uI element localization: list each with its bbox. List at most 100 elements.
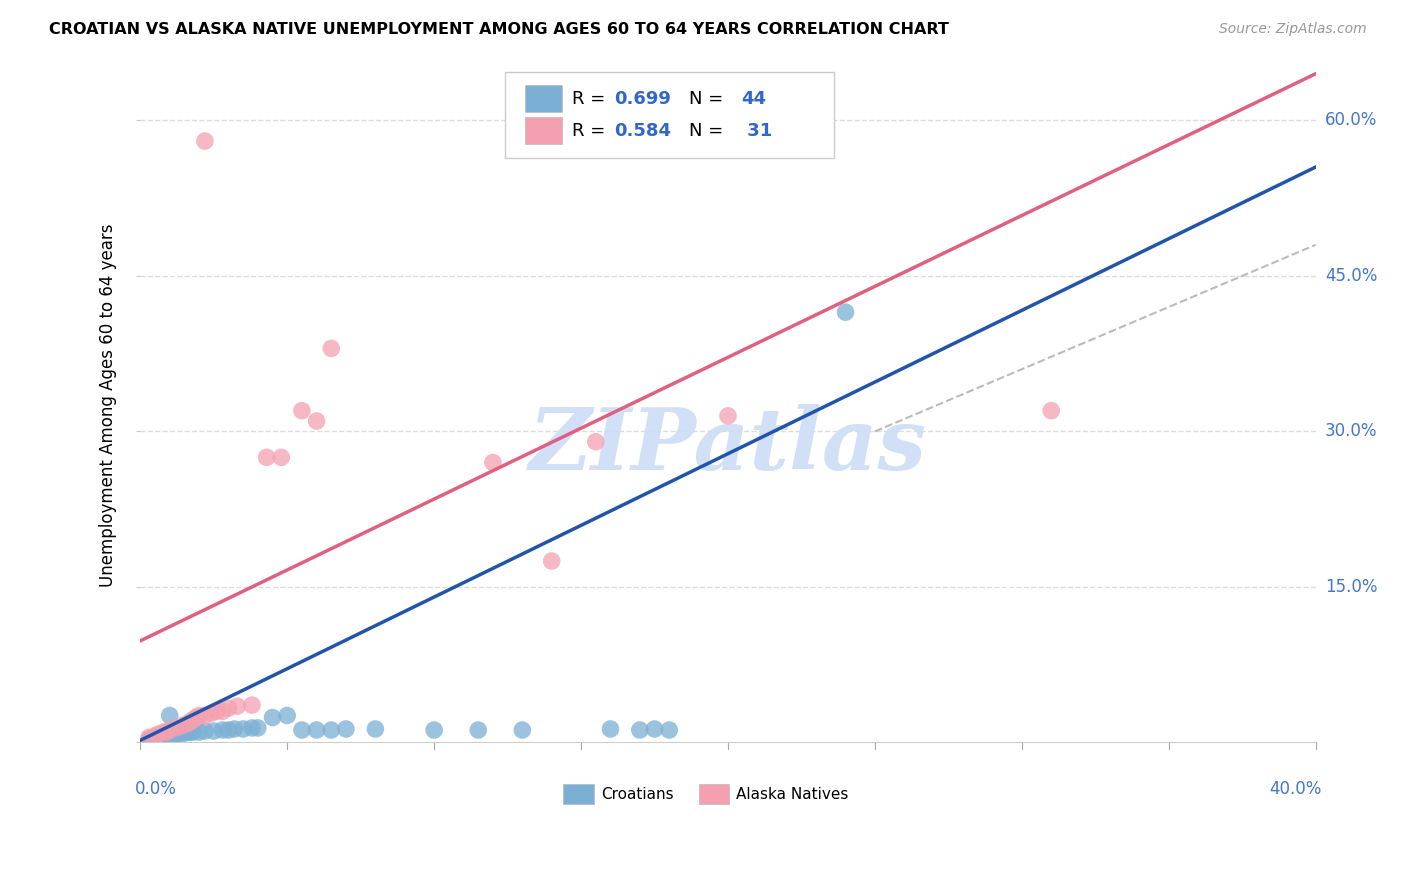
Point xyxy=(276,708,298,723)
Point xyxy=(156,725,179,739)
Text: ZIPatlas: ZIPatlas xyxy=(529,404,927,488)
Point xyxy=(717,409,740,423)
Point xyxy=(364,722,387,736)
Point xyxy=(240,721,263,735)
Point xyxy=(159,727,181,741)
Point xyxy=(217,701,239,715)
Point xyxy=(291,723,314,737)
Point xyxy=(246,721,269,735)
Point xyxy=(305,414,328,428)
Text: Source: ZipAtlas.com: Source: ZipAtlas.com xyxy=(1219,22,1367,37)
Point xyxy=(217,723,239,737)
Point xyxy=(834,305,856,319)
Point xyxy=(179,714,201,729)
Point xyxy=(482,456,505,470)
Point xyxy=(205,704,228,718)
Point xyxy=(181,725,204,739)
Text: 0.699: 0.699 xyxy=(614,90,671,108)
Text: 0.584: 0.584 xyxy=(614,121,671,139)
FancyBboxPatch shape xyxy=(505,72,834,158)
Point xyxy=(540,554,562,568)
Point xyxy=(152,728,174,742)
Point xyxy=(335,722,357,736)
Text: 44: 44 xyxy=(741,90,766,108)
Point xyxy=(184,710,207,724)
Point xyxy=(194,724,217,739)
Point xyxy=(658,723,681,737)
Point xyxy=(176,725,198,739)
Point xyxy=(179,725,201,739)
Point xyxy=(165,727,187,741)
Point xyxy=(156,728,179,742)
Point xyxy=(211,704,233,718)
Point xyxy=(152,725,174,739)
Point xyxy=(305,723,328,737)
Point xyxy=(159,723,181,737)
Text: 31: 31 xyxy=(741,121,772,139)
Point xyxy=(159,708,181,723)
FancyBboxPatch shape xyxy=(564,784,593,805)
Text: R =: R = xyxy=(572,90,610,108)
Text: 30.0%: 30.0% xyxy=(1324,423,1378,441)
Point xyxy=(224,722,246,736)
Point xyxy=(232,722,254,736)
Point xyxy=(138,731,160,745)
Point xyxy=(146,727,169,741)
Text: Alaska Natives: Alaska Natives xyxy=(737,787,849,802)
FancyBboxPatch shape xyxy=(524,86,562,112)
Point xyxy=(423,723,446,737)
Point xyxy=(149,729,172,743)
Point xyxy=(256,450,278,465)
Point xyxy=(159,728,181,742)
Text: 60.0%: 60.0% xyxy=(1324,112,1378,129)
Point xyxy=(170,719,193,733)
Point xyxy=(467,723,489,737)
Point xyxy=(146,731,169,745)
Point xyxy=(176,716,198,731)
Point xyxy=(165,721,187,735)
Point xyxy=(181,713,204,727)
Point xyxy=(270,450,292,465)
Text: 45.0%: 45.0% xyxy=(1324,267,1378,285)
Point xyxy=(321,723,343,737)
Text: 40.0%: 40.0% xyxy=(1270,780,1322,797)
Text: N =: N = xyxy=(689,90,724,108)
Point xyxy=(1040,403,1063,417)
Point xyxy=(173,726,195,740)
FancyBboxPatch shape xyxy=(699,784,730,805)
Point xyxy=(510,723,533,737)
Y-axis label: Unemployment Among Ages 60 to 64 years: Unemployment Among Ages 60 to 64 years xyxy=(100,224,117,587)
Text: R =: R = xyxy=(572,121,610,139)
Point xyxy=(200,706,222,721)
Point xyxy=(143,729,166,743)
Point xyxy=(226,699,249,714)
Point xyxy=(188,725,211,739)
Point xyxy=(262,710,284,724)
Text: 15.0%: 15.0% xyxy=(1324,578,1378,596)
Point xyxy=(585,434,607,449)
Point xyxy=(194,708,217,723)
Point xyxy=(240,698,263,712)
Point xyxy=(141,731,163,746)
Text: 0.0%: 0.0% xyxy=(135,780,176,797)
Point xyxy=(194,134,217,148)
Point xyxy=(202,724,225,739)
Text: N =: N = xyxy=(689,121,724,139)
Point xyxy=(138,732,160,747)
Point xyxy=(321,342,343,356)
Text: Croatians: Croatians xyxy=(600,787,673,802)
Point xyxy=(188,708,211,723)
Point xyxy=(143,731,166,745)
Point xyxy=(291,403,314,417)
Point xyxy=(167,726,190,740)
Point xyxy=(599,722,621,736)
Point xyxy=(162,727,184,741)
Point xyxy=(211,723,233,737)
Point xyxy=(170,726,193,740)
FancyBboxPatch shape xyxy=(524,117,562,144)
Point xyxy=(628,723,651,737)
Point xyxy=(644,722,666,736)
Point xyxy=(143,731,166,746)
Text: CROATIAN VS ALASKA NATIVE UNEMPLOYMENT AMONG AGES 60 TO 64 YEARS CORRELATION CHA: CROATIAN VS ALASKA NATIVE UNEMPLOYMENT A… xyxy=(49,22,949,37)
Point xyxy=(152,729,174,743)
